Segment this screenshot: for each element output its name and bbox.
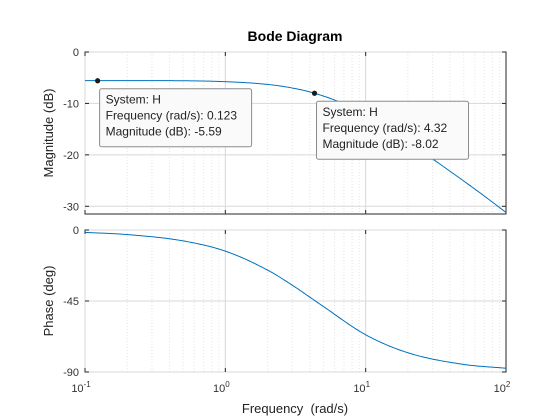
x-tick-label: 10-1 [71, 380, 91, 395]
magnitude-y-tick-label: 0 [73, 47, 79, 59]
phase-y-tick-label: -45 [63, 296, 79, 308]
phase-panel: 0 -45 -90 Phase (deg) [41, 225, 507, 379]
phase-grid [84, 229, 506, 373]
phase-y-label: Phase (deg) [41, 266, 56, 337]
datatip-text: System: H [106, 93, 161, 107]
phase-series-line [84, 231, 507, 369]
chart-title: Bode Diagram [248, 28, 343, 44]
x-axis-label: Frequency (rad/s) [242, 401, 348, 416]
magnitude-x-ticks [84, 52, 507, 214]
datatip-text: System: H [323, 105, 378, 119]
phase-x-ticks [84, 230, 507, 372]
x-tick-label: 102 [494, 380, 511, 395]
magnitude-panel: 0 -10 -20 -30 System: H Frequency (rad/s): 0… [41, 47, 507, 215]
datatip-text: Magnitude (dB): -5.59 [106, 125, 222, 139]
magnitude-y-tick-label: -30 [63, 201, 79, 213]
datatip-box [316, 100, 470, 160]
x-tick-label: 100 [213, 380, 230, 395]
datatip-text: Magnitude (dB): -8.02 [323, 137, 439, 151]
magnitude-y-tick-label: -20 [63, 150, 79, 162]
magnitude-datatips: System: H Frequency (rad/s): 0.123 Magnitu… [95, 78, 470, 160]
x-tick-labels: 10-1 100 101 102 [71, 380, 511, 395]
datatip-marker[interactable] [95, 78, 101, 84]
magnitude-y-label: Magnitude (dB) [41, 89, 56, 178]
datatip-text: Frequency (rad/s): 0.123 [106, 109, 238, 123]
magnitude-y-ticks: 0 -10 -20 -30 [63, 47, 506, 213]
phase-y-tick-label: -90 [63, 367, 79, 379]
phase-y-ticks: 0 -45 -90 [63, 225, 506, 379]
x-tick-label: 101 [353, 380, 370, 395]
datatip-text: Frequency (rad/s): 4.32 [323, 121, 448, 135]
magnitude-series-line [85, 80, 507, 213]
datatip-box [99, 88, 253, 148]
datatip-marker[interactable] [311, 90, 318, 96]
magnitude-y-tick-label: -10 [63, 98, 79, 110]
phase-y-tick-label: 0 [73, 225, 79, 237]
